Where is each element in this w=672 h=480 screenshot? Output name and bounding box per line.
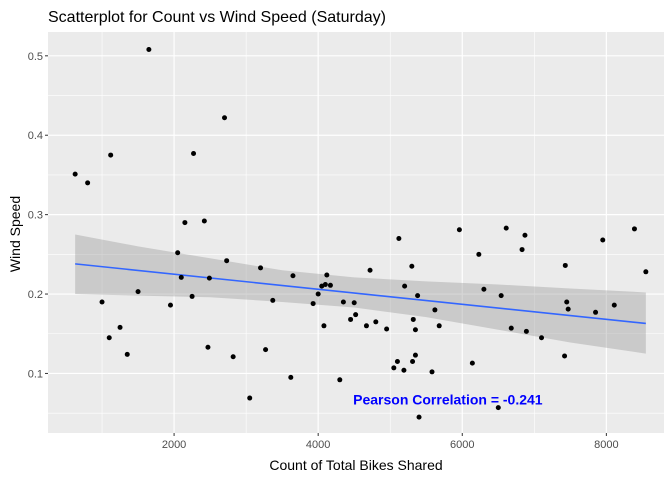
y-axis-ticks: 0.1 0.2 0.3 0.4 0.5 xyxy=(28,51,48,380)
regression-line xyxy=(75,263,646,325)
data-point-18 xyxy=(222,115,228,121)
y-tick-label: 0.2 xyxy=(28,289,43,301)
data-point-73 xyxy=(565,306,571,312)
data-point-57 xyxy=(436,323,442,329)
pearson-annotation: Pearson Correlation = -0.241 xyxy=(353,392,543,408)
data-point-1 xyxy=(85,180,91,186)
x-tick-label: 2000 xyxy=(162,439,186,451)
data-point-42 xyxy=(384,326,390,332)
data-point-26 xyxy=(290,273,296,279)
data-point-51 xyxy=(412,327,418,333)
data-point-27 xyxy=(310,301,316,307)
data-point-33 xyxy=(327,282,333,288)
data-point-62 xyxy=(495,405,501,411)
data-point-3 xyxy=(106,335,112,341)
data-point-46 xyxy=(401,367,407,373)
data-point-66 xyxy=(519,247,525,253)
data-point-65 xyxy=(508,325,514,331)
data-point-74 xyxy=(593,309,599,315)
plot-panel xyxy=(48,32,664,433)
data-point-8 xyxy=(146,46,152,52)
data-point-44 xyxy=(394,359,400,365)
data-point-47 xyxy=(402,283,408,289)
data-point-43 xyxy=(391,365,397,371)
data-point-76 xyxy=(611,302,617,308)
data-point-61 xyxy=(481,286,487,292)
data-point-20 xyxy=(230,354,236,360)
data-point-15 xyxy=(201,218,207,224)
data-point-49 xyxy=(410,359,416,365)
data-point-75 xyxy=(600,237,606,243)
data-point-78 xyxy=(643,269,649,275)
data-point-41 xyxy=(373,319,379,325)
data-point-37 xyxy=(351,300,357,306)
data-point-2 xyxy=(99,299,105,305)
data-point-28 xyxy=(315,291,321,297)
y-tick-label: 0.4 xyxy=(28,130,43,142)
data-point-7 xyxy=(135,289,141,295)
x-axis-label: Count of Total Bikes Shared xyxy=(269,457,442,473)
data-point-16 xyxy=(205,344,211,350)
data-point-0 xyxy=(72,171,78,177)
y-tick-label: 0.5 xyxy=(28,51,43,63)
data-point-54 xyxy=(416,414,422,420)
data-point-19 xyxy=(224,258,230,264)
data-point-23 xyxy=(263,347,269,353)
x-tick-label: 8000 xyxy=(594,439,618,451)
y-axis-label: Wind Speed xyxy=(7,196,23,272)
data-point-17 xyxy=(206,275,212,281)
x-tick-label: 6000 xyxy=(450,439,474,451)
data-point-63 xyxy=(498,293,504,299)
data-point-21 xyxy=(247,395,253,401)
data-point-67 xyxy=(522,232,528,238)
data-point-24 xyxy=(270,297,276,303)
x-tick-label: 4000 xyxy=(306,439,330,451)
data-point-58 xyxy=(456,227,462,233)
data-point-71 xyxy=(562,262,568,268)
data-point-40 xyxy=(367,267,373,273)
data-point-35 xyxy=(340,299,346,305)
data-point-64 xyxy=(503,225,509,231)
data-point-70 xyxy=(562,353,568,359)
data-point-9 xyxy=(167,302,173,308)
data-point-12 xyxy=(182,220,188,226)
data-point-36 xyxy=(348,316,354,322)
data-point-10 xyxy=(175,250,181,256)
y-tick-label: 0.3 xyxy=(28,210,43,222)
data-point-34 xyxy=(337,377,343,383)
data-point-38 xyxy=(353,312,359,318)
data-point-53 xyxy=(412,352,418,358)
major-gridlines xyxy=(48,32,664,433)
minor-gridlines xyxy=(48,32,664,433)
data-point-55 xyxy=(429,369,435,375)
data-point-5 xyxy=(117,324,123,330)
data-point-59 xyxy=(469,360,475,366)
data-point-56 xyxy=(432,307,438,313)
data-point-45 xyxy=(396,235,402,241)
data-points xyxy=(72,46,649,420)
data-point-52 xyxy=(415,293,421,299)
data-point-25 xyxy=(288,374,294,380)
data-point-32 xyxy=(324,272,330,278)
data-point-6 xyxy=(124,351,130,357)
data-point-60 xyxy=(476,251,482,257)
data-point-4 xyxy=(108,152,114,158)
chart-title: Scatterplot for Count vs Wind Speed (Sat… xyxy=(48,9,386,26)
data-point-13 xyxy=(189,293,195,299)
data-point-69 xyxy=(539,335,545,341)
data-point-22 xyxy=(258,265,264,271)
x-axis-ticks: 2000 4000 6000 8000 xyxy=(162,433,619,451)
data-point-39 xyxy=(363,323,369,329)
y-tick-label: 0.1 xyxy=(28,368,43,380)
data-point-77 xyxy=(631,226,637,232)
data-point-14 xyxy=(191,150,197,156)
data-point-48 xyxy=(409,263,415,269)
data-point-11 xyxy=(178,274,184,280)
data-point-72 xyxy=(564,299,570,305)
data-point-50 xyxy=(410,316,416,322)
data-point-31 xyxy=(322,282,328,288)
data-point-30 xyxy=(321,323,327,329)
data-point-68 xyxy=(523,328,529,334)
